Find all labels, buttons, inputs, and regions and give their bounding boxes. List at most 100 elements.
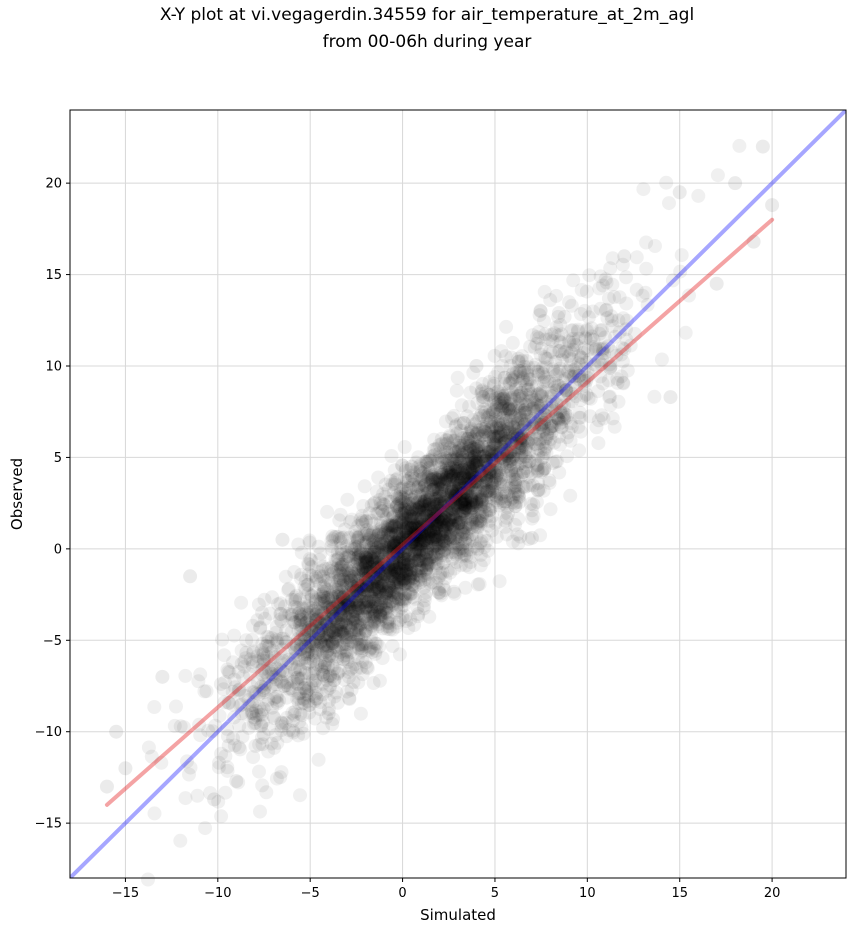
data-point xyxy=(373,576,388,591)
data-point xyxy=(427,499,442,514)
data-point xyxy=(591,384,605,399)
data-point xyxy=(464,464,479,479)
data-point xyxy=(400,576,415,591)
data-point xyxy=(351,606,366,621)
data-point xyxy=(400,518,415,533)
data-point xyxy=(434,467,449,482)
data-point xyxy=(385,639,400,653)
data-point xyxy=(307,648,322,663)
data-point xyxy=(412,543,427,558)
data-point xyxy=(316,667,331,682)
data-point xyxy=(450,370,465,385)
data-point xyxy=(350,618,365,633)
data-point xyxy=(388,549,403,564)
data-point xyxy=(397,533,412,548)
data-point xyxy=(412,561,427,576)
data-point xyxy=(432,475,447,490)
data-point xyxy=(509,365,524,380)
data-point xyxy=(359,554,374,569)
data-point xyxy=(514,456,529,471)
data-point xyxy=(396,480,411,495)
data-point xyxy=(413,575,428,590)
data-point xyxy=(408,579,423,593)
data-point xyxy=(527,420,542,435)
data-point xyxy=(377,576,392,591)
data-point xyxy=(417,478,432,493)
data-point xyxy=(467,430,481,445)
data-point xyxy=(401,474,416,489)
data-point xyxy=(261,721,276,736)
data-point xyxy=(419,556,434,571)
data-point xyxy=(568,389,583,404)
data-point xyxy=(513,401,527,416)
data-point xyxy=(298,656,313,670)
data-point xyxy=(459,485,474,500)
data-point xyxy=(309,620,324,635)
data-point xyxy=(489,529,504,544)
data-point xyxy=(396,571,411,586)
data-point xyxy=(365,545,380,559)
data-point xyxy=(412,463,427,478)
data-point xyxy=(419,476,433,491)
data-point xyxy=(526,497,541,512)
data-point xyxy=(448,487,463,502)
data-point xyxy=(397,576,412,591)
data-point xyxy=(328,623,343,638)
data-point xyxy=(464,490,479,505)
data-point xyxy=(372,639,387,654)
data-point xyxy=(426,545,441,560)
data-point xyxy=(418,519,433,534)
x-tick-label: −5 xyxy=(301,886,320,901)
data-point xyxy=(368,495,382,510)
data-point xyxy=(420,567,435,582)
data-point xyxy=(398,587,413,602)
data-point xyxy=(253,804,267,819)
data-point xyxy=(367,599,381,614)
data-point xyxy=(482,483,497,498)
data-point xyxy=(351,577,365,592)
data-point xyxy=(449,471,464,486)
data-point xyxy=(464,512,479,527)
data-point xyxy=(365,600,380,615)
data-point xyxy=(242,667,257,682)
data-point xyxy=(325,636,340,650)
data-point xyxy=(220,760,235,775)
data-point xyxy=(531,367,546,382)
data-point xyxy=(147,806,162,821)
data-point xyxy=(519,454,534,469)
data-point xyxy=(308,592,323,607)
data-point xyxy=(297,647,311,662)
data-point xyxy=(452,453,467,468)
data-point xyxy=(193,728,208,743)
data-point xyxy=(563,433,578,448)
data-point xyxy=(517,404,532,418)
data-point xyxy=(498,428,513,443)
data-point xyxy=(457,416,471,430)
data-point xyxy=(291,696,306,710)
data-point xyxy=(410,516,425,531)
data-point xyxy=(335,547,349,562)
data-point xyxy=(414,561,429,576)
data-point xyxy=(444,506,459,520)
data-point xyxy=(639,261,654,276)
data-point xyxy=(359,560,374,575)
data-point xyxy=(414,478,429,493)
data-point xyxy=(446,521,461,536)
data-point xyxy=(385,596,400,611)
data-point xyxy=(260,634,275,649)
data-point xyxy=(264,736,279,751)
data-point xyxy=(460,474,475,489)
data-point xyxy=(375,621,390,636)
data-point xyxy=(214,809,229,824)
data-point xyxy=(307,666,322,681)
data-point xyxy=(393,549,408,564)
data-point xyxy=(414,495,429,509)
data-point xyxy=(419,542,434,557)
data-point xyxy=(503,403,517,418)
data-point xyxy=(493,421,508,435)
data-point xyxy=(400,505,415,520)
data-point xyxy=(389,534,404,549)
data-point xyxy=(431,546,446,561)
data-point xyxy=(337,592,352,607)
data-point xyxy=(486,405,501,420)
